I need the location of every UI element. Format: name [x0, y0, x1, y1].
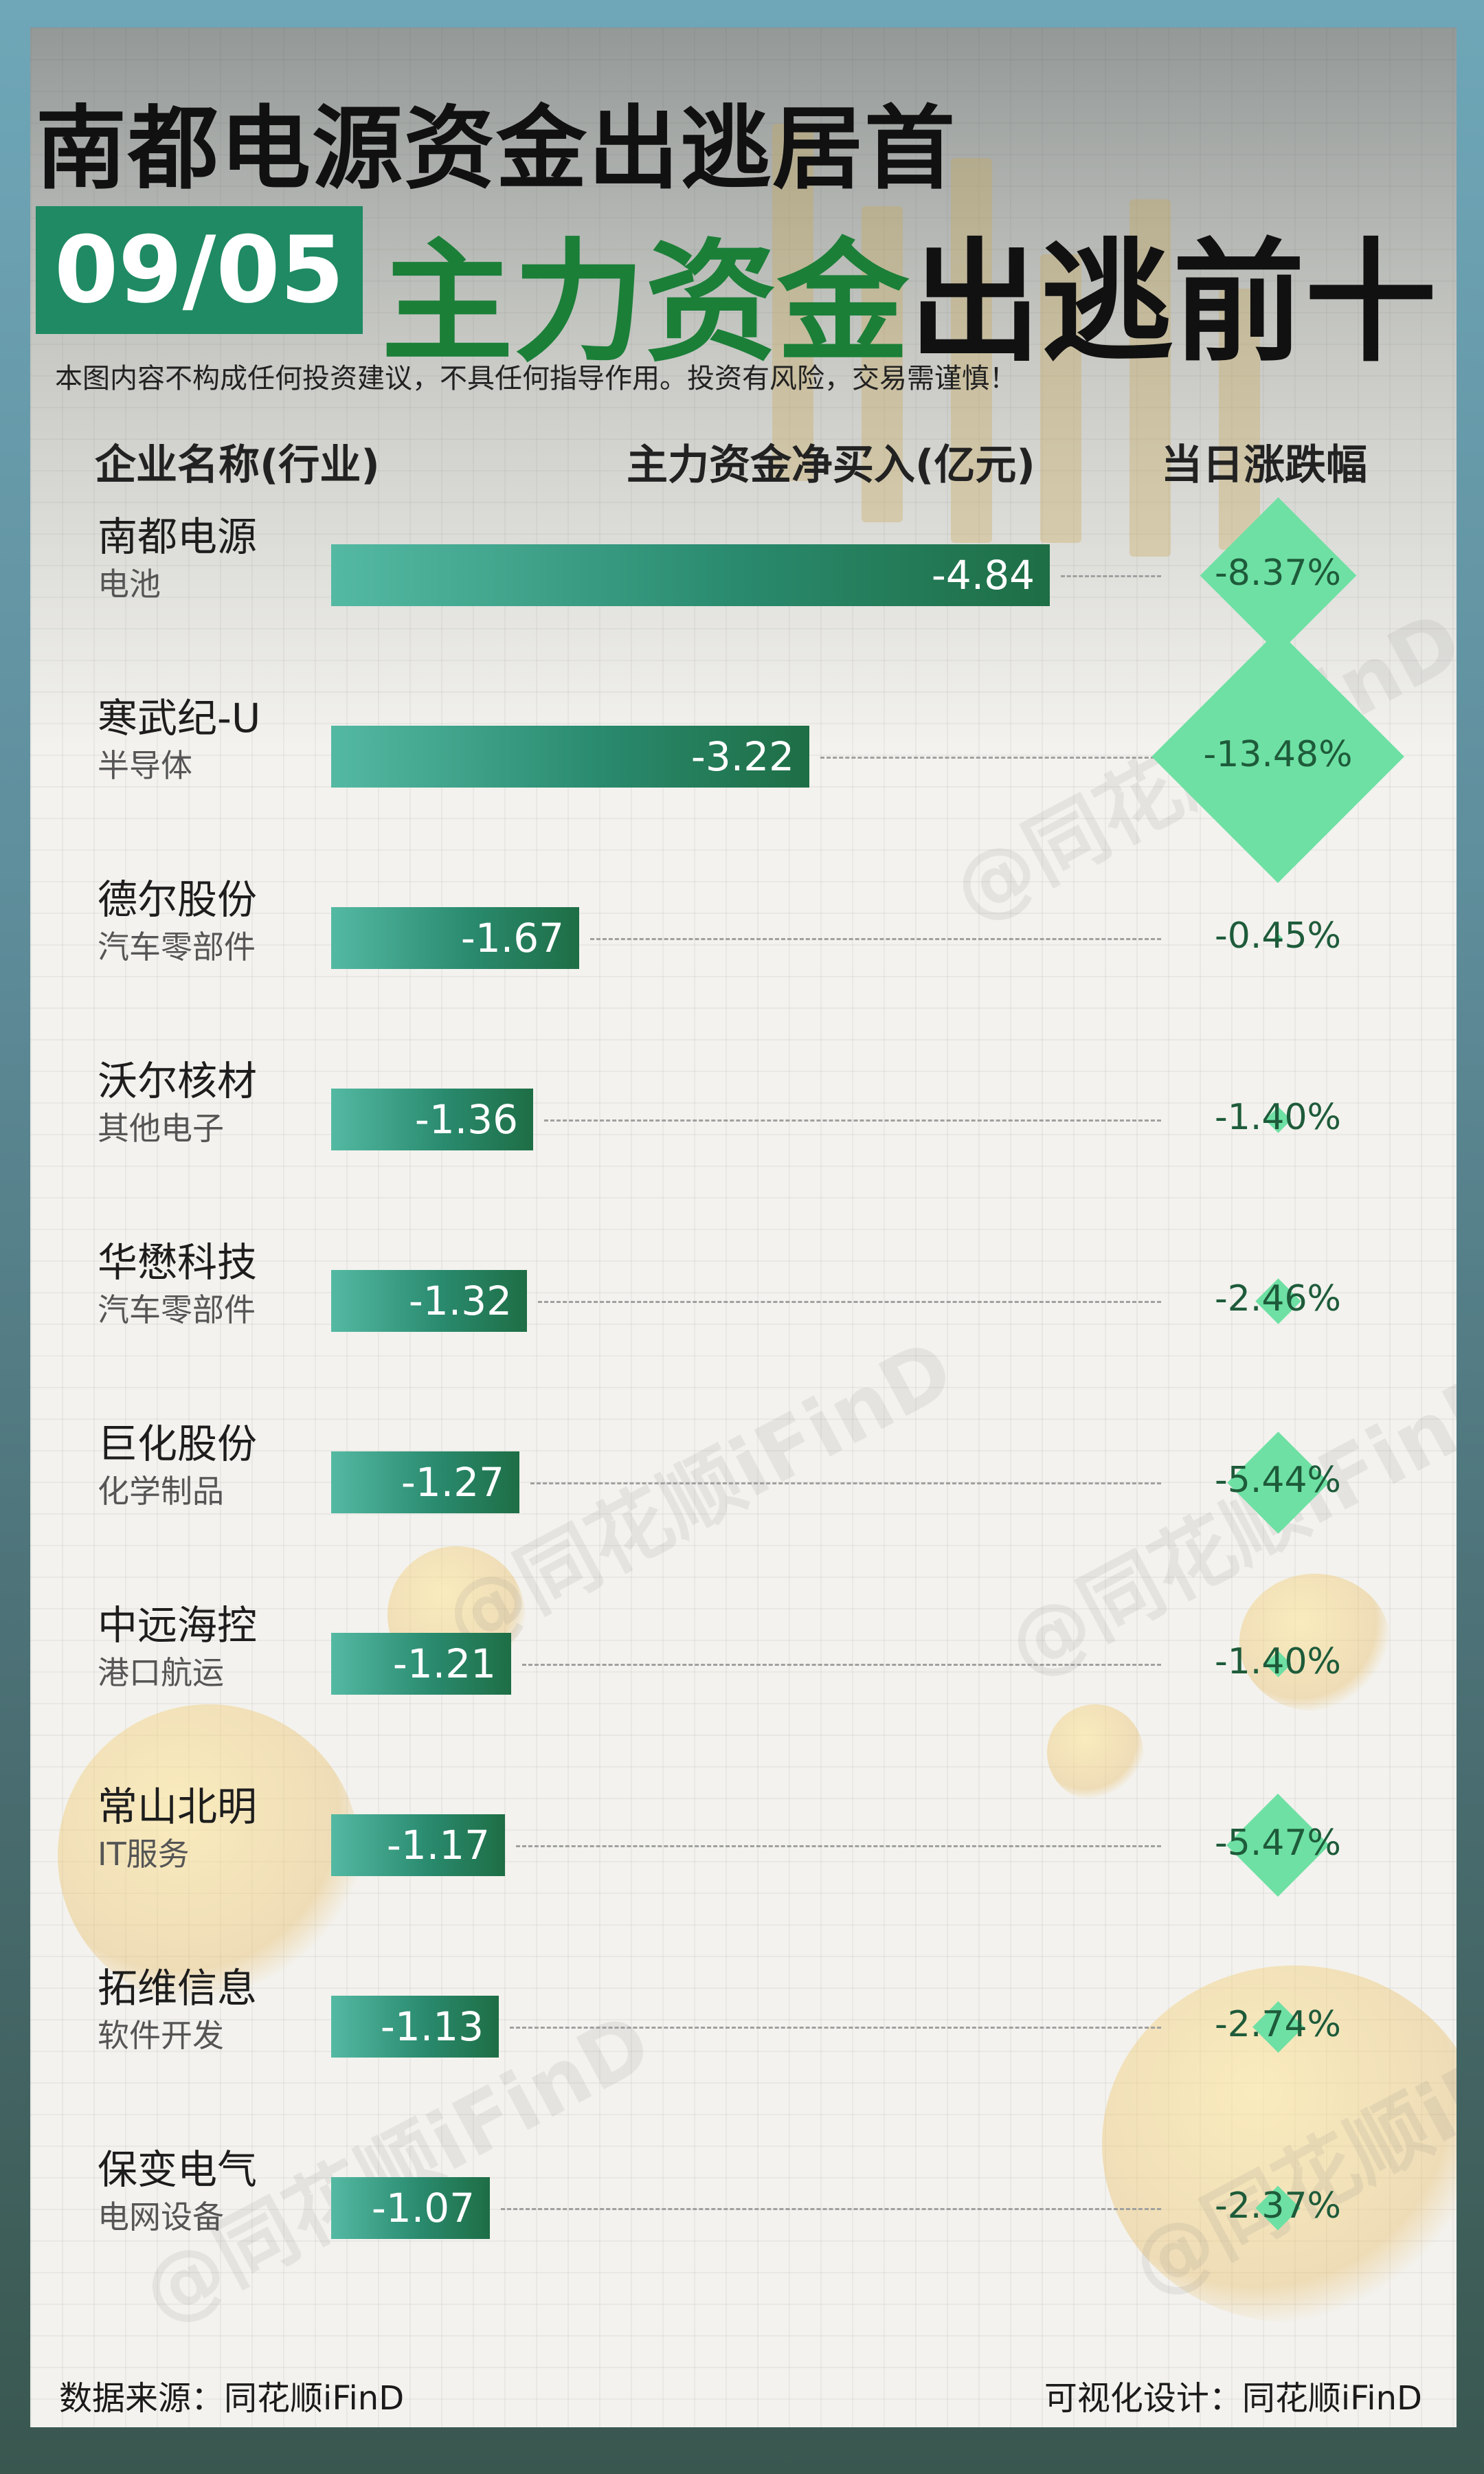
net-inflow-bar: [331, 1633, 511, 1695]
chart-title-green: 主力资金: [381, 227, 909, 380]
leader-line: [1061, 575, 1161, 577]
change-value: -2.46%: [1215, 1278, 1341, 1319]
company-name: 寒武纪-U: [98, 695, 261, 742]
leader-line: [522, 1664, 1161, 1666]
net-inflow-value: -1.17: [386, 1822, 490, 1869]
leader-line: [590, 938, 1161, 940]
decor-candle: [951, 158, 992, 543]
net-inflow-value: -3.22: [690, 733, 794, 780]
footer-design: 可视化设计：同花顺iFinD: [1044, 2379, 1422, 2418]
decor-coin: [1047, 1704, 1143, 1801]
decor-candle: [862, 206, 903, 522]
company-name: 保变电气: [98, 2146, 258, 2193]
company-industry: 电池: [98, 566, 161, 603]
net-inflow-bar: [331, 1270, 527, 1332]
net-inflow-bar: [331, 2177, 490, 2239]
company-name: 巨化股份: [98, 1420, 258, 1467]
leader-line: [538, 1301, 1161, 1303]
leader-line: [516, 1845, 1161, 1847]
net-inflow-bar: [331, 1451, 519, 1513]
net-inflow-value: -4.84: [931, 552, 1035, 599]
company-name: 德尔股份: [98, 876, 258, 923]
net-inflow-value: -1.36: [414, 1096, 518, 1143]
net-inflow-value: -1.27: [401, 1459, 504, 1506]
company-industry: 电网设备: [98, 2198, 224, 2236]
column-header-company: 企业名称(行业): [95, 441, 380, 489]
company-industry: 半导体: [98, 747, 192, 784]
change-value: -5.47%: [1215, 1823, 1341, 1864]
decor-candle: [1040, 254, 1081, 543]
change-value: -2.74%: [1215, 2004, 1341, 2045]
change-value: -1.40%: [1215, 1641, 1341, 1682]
change-value: -5.44%: [1215, 1460, 1341, 1501]
leader-line: [820, 757, 1161, 759]
leader-line: [530, 1482, 1161, 1484]
page-title: 南都电源资金出逃居首: [36, 96, 956, 202]
change-value: -0.45%: [1215, 915, 1341, 957]
net-inflow-bar: [331, 726, 809, 788]
net-inflow-bar: [331, 1089, 533, 1150]
company-industry: 软件开发: [98, 2017, 224, 2054]
net-inflow-value: -1.07: [371, 2185, 475, 2231]
decor-coin: [1239, 1574, 1391, 1711]
decor-candle: [1129, 199, 1171, 557]
net-inflow-bar: [331, 1814, 505, 1876]
company-name: 华懋科技: [98, 1239, 258, 1286]
leader-line: [501, 2208, 1161, 2210]
company-industry: 汽车零部件: [98, 1291, 256, 1328]
company-name: 沃尔核材: [98, 1058, 258, 1104]
company-name: 拓维信息: [98, 1965, 258, 2011]
net-inflow-value: -1.32: [408, 1278, 512, 1324]
leader-line: [544, 1119, 1161, 1122]
change-value: -1.40%: [1215, 1097, 1341, 1138]
leader-line: [510, 2027, 1161, 2029]
chart-title: 主力资金出逃前十: [381, 196, 1437, 387]
hero-background: [30, 27, 1457, 749]
chart-title-dark: 出逃前十: [909, 227, 1437, 380]
company-industry: IT服务: [98, 1836, 190, 1873]
disclaimer: 本图内容不构成任何投资建议，不具任何指导作用。投资有风险，交易需谨慎！: [55, 363, 1017, 394]
company-industry: 其他电子: [98, 1110, 224, 1147]
net-inflow-bar: [331, 907, 579, 969]
date-badge: 09/05: [36, 206, 363, 334]
company-name: 中远海控: [98, 1602, 258, 1649]
net-inflow-value: -1.13: [380, 2003, 484, 2050]
net-inflow-value: -1.21: [392, 1640, 496, 1687]
change-value: -2.37%: [1215, 2185, 1341, 2227]
decor-coin: [58, 1704, 360, 2007]
company-industry: 化学制品: [98, 1473, 224, 1510]
company-industry: 汽车零部件: [98, 928, 256, 966]
poster-card: @同花顺iFinD @同花顺iFinD @同花顺iFinD @同花顺iFinD …: [30, 27, 1457, 2427]
column-header-net-inflow: 主力资金净买入(亿元): [627, 441, 1035, 489]
company-name: 南都电源: [98, 513, 258, 560]
net-inflow-bar: [331, 1996, 499, 2058]
decor-candle: [1219, 289, 1260, 550]
change-value: -13.48%: [1203, 734, 1353, 775]
net-inflow-bar: [331, 544, 1050, 606]
decor-candle: [772, 124, 813, 481]
column-header-change: 当日涨跌幅: [1161, 441, 1367, 489]
footer-source: 数据来源：同花顺iFinD: [59, 2379, 405, 2418]
company-industry: 港口航运: [98, 1654, 224, 1691]
net-inflow-value: -1.67: [460, 915, 564, 961]
company-name: 常山北明: [98, 1783, 258, 1830]
change-value: -8.37%: [1215, 553, 1341, 594]
